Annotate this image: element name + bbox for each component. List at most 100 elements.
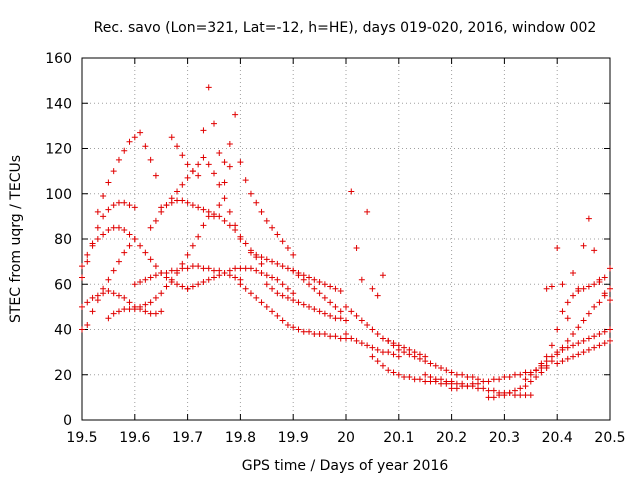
series-arc-2 bbox=[79, 288, 165, 317]
data-point bbox=[459, 371, 466, 378]
series-arc-10 bbox=[168, 84, 233, 179]
data-point bbox=[422, 358, 429, 365]
data-point bbox=[316, 278, 323, 285]
data-point bbox=[596, 299, 603, 306]
data-point bbox=[369, 326, 376, 333]
data-point bbox=[184, 199, 191, 206]
y-tick-label: 100 bbox=[45, 187, 72, 203]
data-point bbox=[126, 138, 133, 145]
data-point bbox=[607, 337, 613, 344]
data-point bbox=[554, 360, 561, 367]
data-point bbox=[348, 308, 355, 315]
data-point bbox=[554, 245, 561, 252]
data-point bbox=[189, 283, 196, 290]
data-markers bbox=[79, 84, 613, 401]
data-point bbox=[480, 385, 487, 392]
data-point bbox=[585, 215, 592, 222]
data-point bbox=[300, 301, 307, 308]
data-point bbox=[591, 303, 598, 310]
data-point bbox=[147, 299, 154, 306]
data-point bbox=[258, 299, 265, 306]
data-point bbox=[475, 380, 481, 387]
series-arc-5 bbox=[94, 129, 159, 215]
data-point bbox=[295, 272, 302, 279]
data-point bbox=[385, 349, 392, 356]
data-point bbox=[364, 342, 371, 349]
data-point bbox=[100, 213, 107, 220]
data-point bbox=[548, 353, 555, 360]
data-point bbox=[269, 258, 276, 265]
data-point bbox=[564, 299, 571, 306]
data-point bbox=[554, 349, 561, 356]
data-point bbox=[585, 346, 592, 353]
data-point bbox=[179, 152, 186, 159]
data-point bbox=[295, 326, 302, 333]
data-point bbox=[395, 346, 402, 353]
data-point bbox=[585, 283, 592, 290]
data-point bbox=[343, 303, 349, 310]
data-point bbox=[110, 168, 117, 175]
data-point bbox=[216, 150, 223, 157]
data-point bbox=[211, 120, 217, 127]
data-point bbox=[115, 224, 122, 231]
data-point bbox=[480, 378, 487, 385]
data-point bbox=[147, 310, 154, 317]
data-point bbox=[369, 353, 376, 360]
data-point bbox=[126, 299, 133, 306]
data-point bbox=[290, 251, 297, 258]
data-point bbox=[585, 310, 592, 317]
data-point bbox=[464, 383, 471, 390]
data-point bbox=[152, 172, 159, 179]
data-point bbox=[506, 374, 513, 381]
data-point bbox=[94, 292, 101, 299]
data-point bbox=[94, 208, 101, 215]
data-point bbox=[216, 202, 223, 209]
data-point bbox=[152, 263, 159, 270]
data-point bbox=[422, 378, 429, 385]
series-arc-21 bbox=[385, 337, 481, 383]
data-point bbox=[94, 236, 101, 242]
data-point bbox=[221, 217, 228, 224]
data-point bbox=[232, 274, 239, 281]
data-point bbox=[232, 111, 239, 118]
data-point bbox=[121, 249, 128, 256]
data-point bbox=[131, 134, 138, 141]
x-tick-label: 19.5 bbox=[66, 430, 97, 446]
data-point bbox=[416, 376, 423, 383]
data-point bbox=[110, 310, 117, 317]
data-point bbox=[79, 274, 85, 281]
data-point bbox=[543, 364, 550, 371]
data-point bbox=[311, 285, 318, 292]
data-point bbox=[163, 269, 170, 276]
data-point bbox=[237, 265, 244, 272]
data-point bbox=[258, 254, 265, 261]
data-point bbox=[269, 308, 276, 315]
data-point bbox=[570, 331, 577, 338]
data-point bbox=[453, 371, 460, 378]
data-point bbox=[247, 249, 254, 256]
data-point bbox=[121, 147, 128, 154]
data-point bbox=[142, 308, 149, 315]
data-point bbox=[601, 290, 608, 297]
data-point bbox=[174, 143, 181, 150]
data-point bbox=[464, 374, 471, 381]
data-point bbox=[274, 260, 281, 267]
data-point bbox=[168, 267, 175, 274]
data-point bbox=[247, 290, 254, 297]
data-point bbox=[332, 315, 339, 322]
data-point bbox=[385, 337, 392, 344]
data-point bbox=[559, 281, 566, 288]
data-point bbox=[258, 269, 265, 276]
data-point bbox=[174, 281, 181, 288]
data-point bbox=[110, 224, 117, 231]
data-point bbox=[79, 263, 85, 270]
data-point bbox=[554, 326, 561, 333]
series-arc-7 bbox=[131, 263, 244, 288]
data-point bbox=[179, 197, 186, 204]
data-point bbox=[337, 308, 344, 315]
data-point bbox=[601, 340, 608, 347]
data-point bbox=[485, 387, 492, 394]
data-point bbox=[152, 217, 159, 224]
data-point bbox=[300, 276, 307, 283]
